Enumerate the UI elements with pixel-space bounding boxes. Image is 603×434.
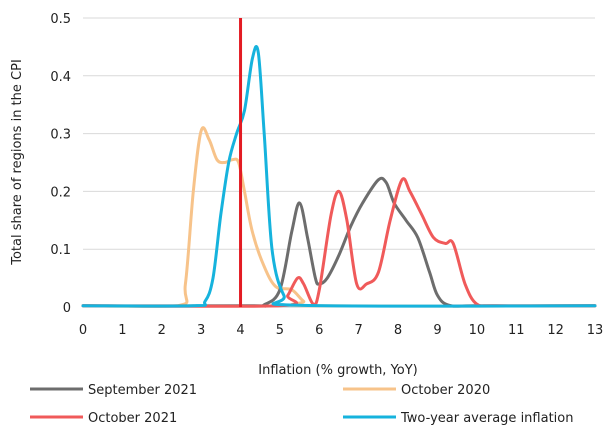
x-axis-ticks: 0 1 2 3 4 5 6 7 8 9 10 11 12 13 xyxy=(79,323,603,338)
y-tick-label: 0.1 xyxy=(50,243,71,258)
y-tick-label: 0.3 xyxy=(50,128,71,143)
x-axis-label: Inflation (% growth, YoY) xyxy=(258,363,418,378)
x-tick-label: 0 xyxy=(79,323,87,338)
series-line-1 xyxy=(81,126,597,308)
x-tick-label: 9 xyxy=(433,323,441,338)
x-tick-label: 13 xyxy=(587,323,603,338)
y-axis-ticks: 0 0.1 0.2 0.3 0.4 0.5 xyxy=(50,12,71,316)
x-tick-label: 6 xyxy=(315,323,323,338)
legend-label: September 2021 xyxy=(88,383,197,398)
x-tick-label: 3 xyxy=(197,323,205,338)
series-line-3 xyxy=(81,44,597,308)
series-line-2 xyxy=(81,177,597,308)
legend-label: Two-year average inflation xyxy=(400,411,573,426)
x-tick-label: 7 xyxy=(355,323,363,338)
x-tick-label: 1 xyxy=(118,323,126,338)
x-tick-label: 5 xyxy=(276,323,284,338)
x-tick-label: 8 xyxy=(394,323,402,338)
y-tick-label: 0.4 xyxy=(50,70,71,85)
gridlines xyxy=(83,17,595,250)
y-tick-label: 0.2 xyxy=(50,185,71,200)
legend-label: October 2021 xyxy=(88,411,177,426)
series-lines xyxy=(81,44,597,308)
y-tick-label: 0 xyxy=(63,301,71,316)
x-tick-label: 12 xyxy=(547,323,564,338)
y-axis-label: Total share of regions in the CPI xyxy=(10,59,25,266)
series-line-0 xyxy=(81,176,597,308)
y-tick-label: 0.5 xyxy=(50,12,71,27)
legend-label: October 2020 xyxy=(401,383,490,398)
legend: September 2021 October 2020 October 2021 Tw… xyxy=(30,383,573,426)
x-tick-label: 4 xyxy=(236,323,244,338)
x-tick-label: 2 xyxy=(158,323,166,338)
x-tick-label: 10 xyxy=(469,323,486,338)
x-tick-label: 11 xyxy=(508,323,525,338)
